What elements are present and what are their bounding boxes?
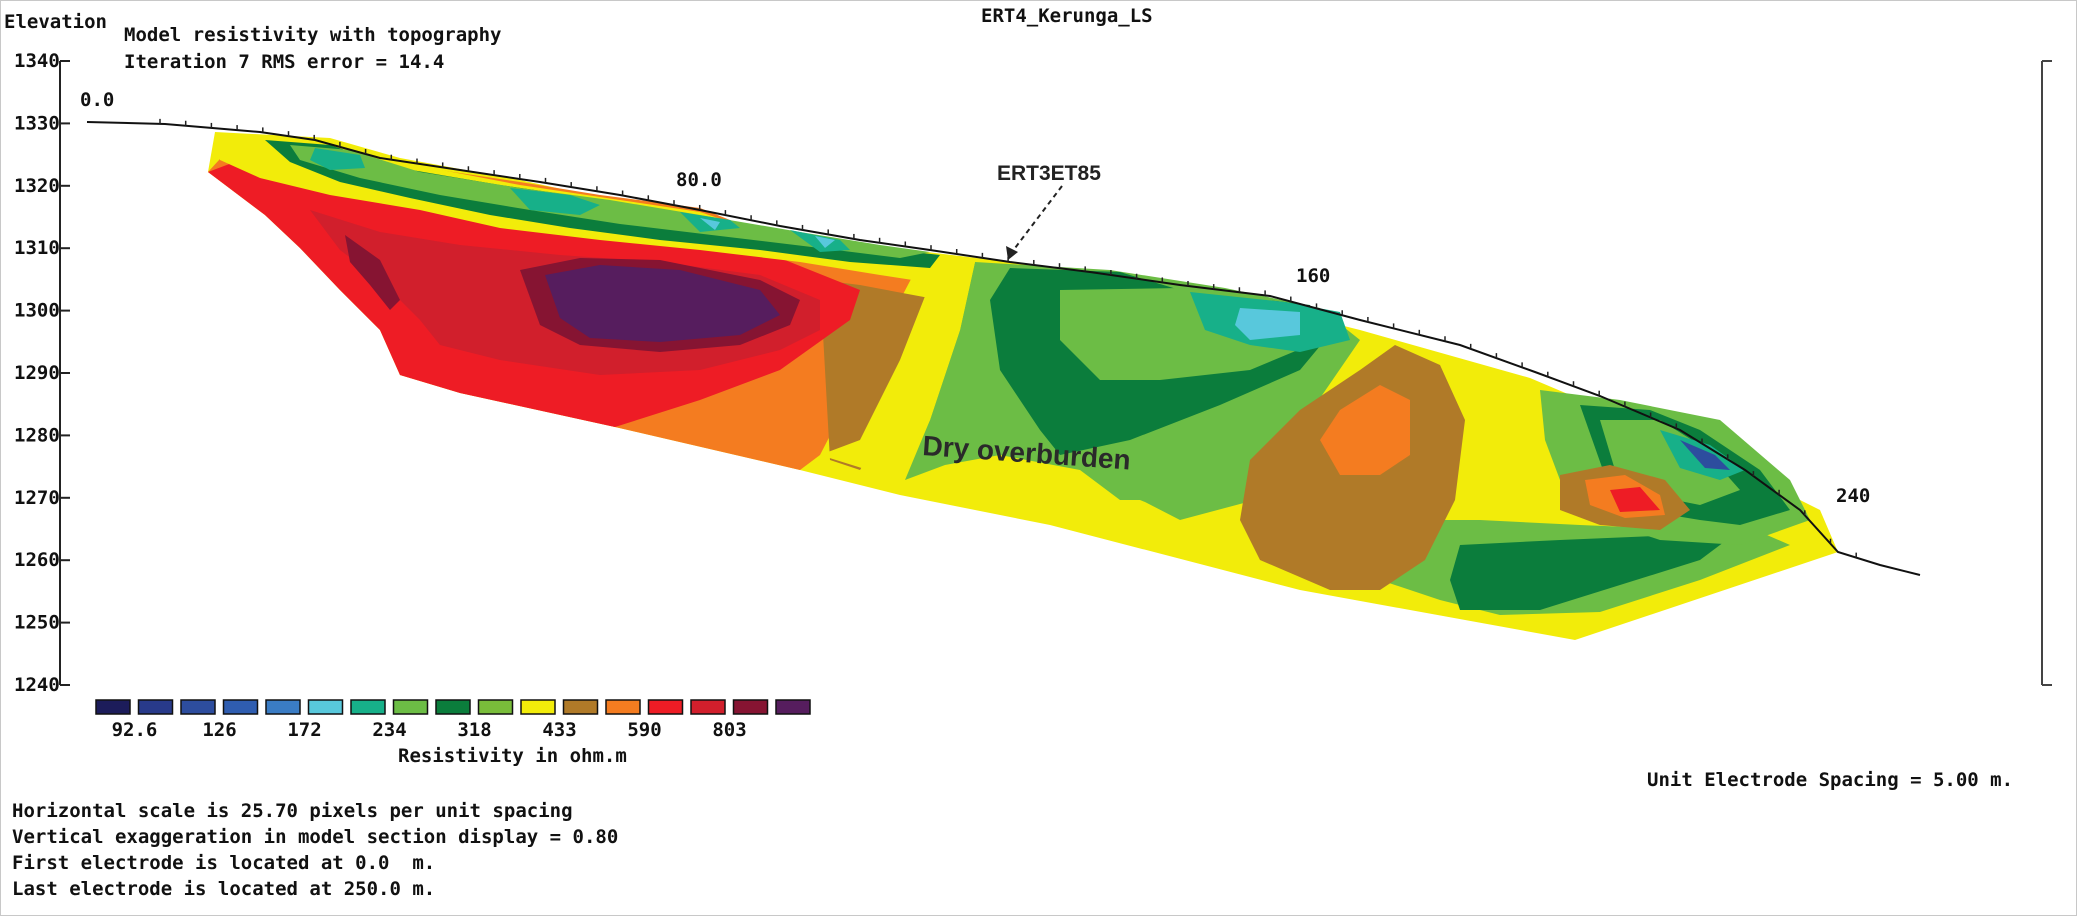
legend-swatch [647, 699, 684, 715]
legend-label: 126 [202, 719, 236, 741]
legend-swatch [562, 699, 599, 715]
legend-swatch [732, 699, 769, 715]
legend-swatch [477, 699, 514, 715]
legend-label: 433 [542, 719, 576, 741]
y-tick-label: 1260 [14, 549, 60, 571]
y-tick-label: 1250 [14, 612, 60, 634]
y-tick-label: 1240 [14, 674, 60, 696]
legend-swatch [222, 699, 259, 715]
legend-swatch [180, 699, 216, 715]
y-axis-label: Elevation [4, 11, 107, 33]
y-tick-label: 1290 [14, 362, 60, 384]
resistivity-section [208, 132, 1838, 640]
surface-ticks [159, 118, 1857, 558]
legend-swatch [137, 699, 174, 715]
legend-label: 92.6 [112, 719, 158, 741]
subtitle-line-2: Iteration 7 RMS error = 14.4 [124, 51, 444, 73]
legend-label: 803 [712, 719, 746, 741]
y-tick-label: 1320 [14, 175, 60, 197]
legend-swatch [435, 699, 471, 715]
y-tick-label: 1270 [14, 487, 60, 509]
footer-line-2: Vertical exaggeration in model section d… [12, 826, 619, 848]
legend-swatch [307, 699, 344, 715]
footer-line-4: Last electrode is located at 250.0 m. [12, 878, 436, 900]
y-tick-label: 1330 [14, 112, 60, 134]
chart-title: ERT4_Kerunga_LS [981, 5, 1153, 27]
footer-right: Unit Electrode Spacing = 5.00 m. [1647, 769, 2014, 791]
legend-label: 590 [627, 719, 661, 741]
x-tick-label-160: 160 [1296, 265, 1330, 287]
legend-swatch [392, 699, 429, 715]
subtitle-line-1: Model resistivity with topography [124, 24, 502, 46]
y-tick-label: 1310 [14, 237, 60, 259]
color-legend: 92.6 126 172 234 318 433 590 803 [95, 699, 811, 741]
footer-line-3: First electrode is located at 0.0 m. [12, 852, 436, 874]
y-tick-label: 1300 [14, 300, 60, 322]
arrow-head [1006, 246, 1018, 260]
y-tick-label: 1340 [14, 50, 60, 72]
legend-swatch [350, 699, 386, 715]
legend-swatch [690, 699, 726, 715]
legend-title: Resistivity in ohm.m [398, 745, 627, 767]
ert3et85-label: ERT3ET85 [997, 162, 1101, 185]
legend-label: 318 [457, 719, 491, 741]
y-axis: 1340 1330 1320 1310 1300 1290 1280 1270 1260 1250… [14, 50, 70, 696]
surface-topography-line [86, 121, 1921, 576]
footer-line-1: Horizontal scale is 25.70 pixels per uni… [12, 800, 573, 822]
legend-swatch [265, 699, 301, 715]
x-tick-label-80: 80.0 [676, 169, 722, 191]
legend-swatch [775, 699, 811, 715]
ert3et85-arrow [1011, 185, 1063, 253]
y-tick-label: 1280 [14, 424, 60, 446]
legend-swatch [605, 699, 641, 715]
legend-label: 172 [287, 719, 321, 741]
x-tick-label-240: 240 [1836, 485, 1870, 507]
legend-swatch [95, 699, 131, 715]
legend-swatch [520, 699, 556, 715]
legend-label: 234 [372, 719, 406, 741]
x-tick-label-0: 0.0 [80, 89, 114, 111]
